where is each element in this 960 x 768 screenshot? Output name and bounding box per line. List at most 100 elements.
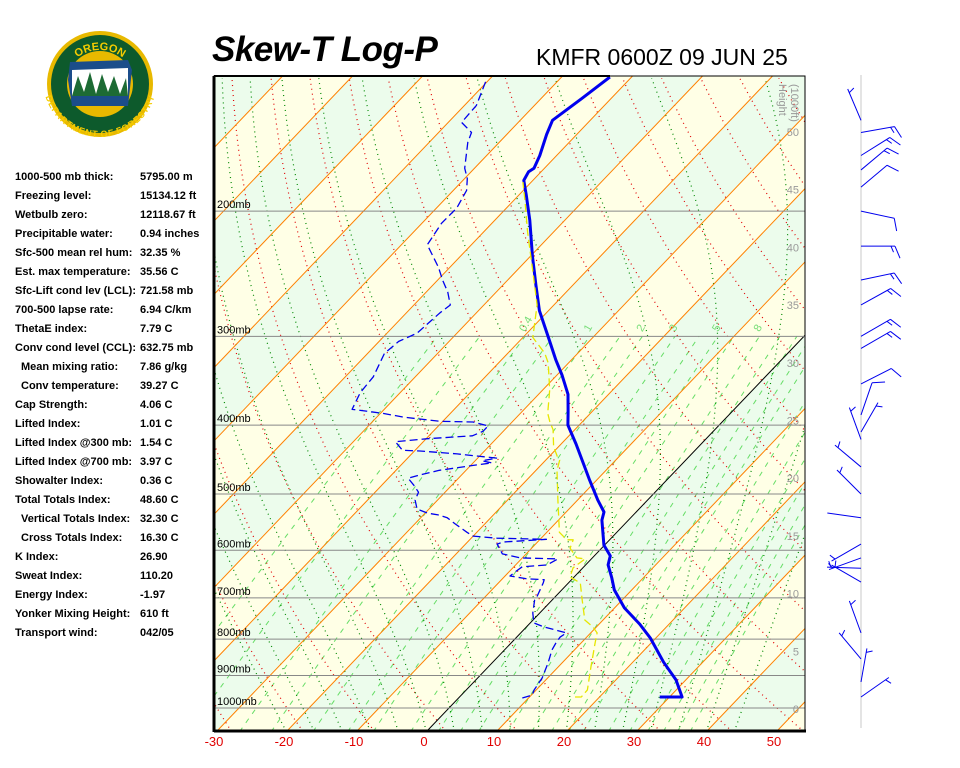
dry-adiabat [896, 78, 960, 732]
wind-barb [834, 441, 862, 468]
stat-row: Yonker Mixing Height: 610 ft [15, 605, 215, 624]
wind-barb [838, 629, 862, 660]
wind-barbs [827, 87, 903, 698]
temperature-tick-label: 50 [767, 734, 781, 749]
stat-row: Precipitable water: 0.94 inches [15, 225, 215, 244]
mixing-ratio-lines [215, 335, 805, 730]
isotherm-band [215, 76, 805, 730]
mixing-ratio-line [373, 336, 643, 730]
stat-row: Mean mixing ratio: 7.86 g/kg [15, 358, 215, 377]
wind-barb-half [850, 406, 856, 412]
wind-barb [827, 560, 862, 569]
wind-barb-half [889, 273, 895, 280]
wind-barb-staff [860, 368, 892, 385]
wind-barb-full [894, 126, 902, 138]
wind-barb [860, 147, 899, 171]
stat-value: -1.97 [140, 589, 166, 601]
station-time: KMFR 0600Z 09 JUN 25 [536, 44, 788, 70]
height-tick-label: 0 [793, 704, 799, 716]
wind-barb [829, 543, 862, 562]
wind-barb-staff [848, 407, 862, 440]
wind-barb-full [894, 245, 901, 259]
wind-barb-full [890, 288, 902, 297]
pressure-label: 900mb [217, 663, 251, 675]
wind-barb-staff [860, 402, 879, 433]
stat-value: 26.90 [140, 551, 168, 563]
stat-row: Conv cond level (CCL): 632.75 mb [15, 339, 215, 358]
moist-adiabat [678, 78, 789, 730]
wind-barb-staff [860, 147, 888, 171]
isotherms [215, 76, 805, 730]
dry-adiabat [935, 78, 960, 732]
temperature-tick-label: -30 [205, 734, 224, 749]
dry-adiabats [215, 77, 960, 732]
height-tick-label: 10 [787, 589, 799, 601]
wind-barb-half [886, 333, 893, 338]
isotherm [497, 407, 805, 730]
stat-label: Vertical Totals Index: [21, 513, 131, 525]
stat-row: Cross Totals Index: 16.30 C [15, 529, 215, 548]
mixing-ratio-line [677, 503, 805, 730]
wind-barb-staff [847, 88, 862, 121]
dry-adiabat [215, 444, 375, 730]
wind-barb-full [890, 318, 902, 328]
wind-barb-full [890, 331, 902, 340]
dry-adiabat [348, 78, 732, 730]
stat-row: Total Totals Index: 48.60 C [15, 491, 215, 510]
isotherm [215, 76, 563, 441]
pressure-label: 200mb [217, 199, 251, 211]
stat-row: Sfc-500 mean rel hum: 32.35 % [15, 244, 215, 263]
pressure-lines [215, 210, 805, 709]
wind-barb-half [828, 560, 832, 568]
temperature-tick-label: -10 [345, 734, 364, 749]
wind-barb [847, 87, 862, 121]
stat-label: Sfc-Lift cond lev (LCL): [15, 285, 136, 297]
stat-row: K Index: 26.90 [15, 548, 215, 567]
stat-value: 5795.00 m [140, 171, 193, 183]
wind-barb-staff [834, 444, 862, 468]
height-axis-title: Height [776, 84, 788, 116]
wind-barb [861, 245, 901, 259]
wind-barb [831, 560, 862, 583]
stat-label: Total Totals Index: [15, 494, 111, 506]
moist-adiabat [249, 78, 455, 730]
mixing-ratio-label: 3 [667, 323, 680, 334]
dry-adiabat [857, 78, 960, 732]
wind-barb-staff [838, 632, 862, 660]
pressure-label: 700mb [217, 586, 251, 598]
wind-barb-staff [860, 137, 891, 156]
wind-barb-full [893, 272, 903, 284]
svg-text:OREGON: OREGON [72, 41, 127, 60]
stat-row: Sweat Index: 110.20 [15, 567, 215, 586]
stat-label: Precipitable water: [15, 228, 113, 240]
stat-label: Yonker Mixing Height: [15, 608, 131, 620]
wind-barb-staff [860, 677, 890, 698]
wind-barb-staff [860, 288, 891, 306]
mixing-ratio-label: 1 [582, 323, 595, 334]
moist-adiabat [413, 78, 574, 730]
wind-barb-staff [860, 210, 895, 219]
mixing-ratio-label: 2 [634, 323, 647, 334]
moist-adiabat [215, 253, 399, 730]
wind-barb [860, 368, 902, 385]
stat-row: Conv temperature: 39.27 C [15, 377, 215, 396]
stat-label: Cap Strength: [15, 399, 88, 411]
height-tick-label: 50 [787, 127, 799, 139]
wind-barb [860, 402, 883, 433]
mixing-ratio-line [551, 336, 798, 730]
stat-row: Showalter Index: 0.36 C [15, 472, 215, 491]
stat-value: 0.36 C [140, 475, 173, 487]
dry-adiabat [582, 77, 805, 432]
pressure-label: 1000mb [217, 696, 257, 708]
stat-value: 32.30 C [140, 513, 179, 525]
stat-row: Freezing level: 15134.12 ft [15, 187, 215, 206]
isotherm [287, 187, 805, 730]
stat-label: Conv cond level (CCL): [15, 342, 137, 354]
pressure-label: 500mb [217, 482, 251, 494]
wind-barb-half [848, 87, 855, 94]
wind-barb-staff [860, 318, 891, 337]
height-tick-label: 25 [787, 416, 799, 428]
temperature-tick-label: 30 [627, 734, 641, 749]
page-title: Skew-T Log-P [212, 30, 438, 69]
wind-barb-staff [860, 382, 873, 416]
